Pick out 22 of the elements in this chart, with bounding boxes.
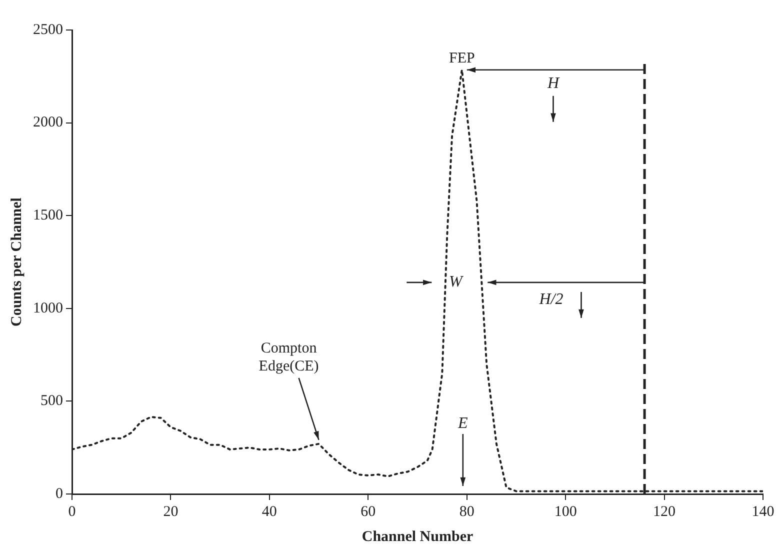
annotation: H: [546, 75, 560, 92]
annotation: W: [449, 274, 464, 291]
x-tick-label: 120: [653, 504, 676, 520]
x-tick-label: 140: [752, 504, 774, 520]
annotation: FEP: [448, 50, 475, 66]
annotation: H/2: [538, 291, 564, 308]
x-tick-label: 80: [459, 504, 474, 520]
annotation: E: [457, 415, 468, 432]
y-tick-label: 1000: [33, 300, 63, 316]
x-tick-label: 0: [68, 504, 76, 520]
y-tick-label: 2500: [33, 22, 63, 38]
y-tick-label: 500: [40, 393, 63, 410]
x-tick-label: 20: [163, 504, 178, 520]
x-tick-label: 100: [554, 504, 577, 520]
y-axis-title: Counts per Channel: [8, 198, 25, 326]
y-tick-label: 1500: [33, 208, 63, 224]
x-axis-title: Channel Number: [362, 528, 474, 545]
annotation: Compton Edge(CE): [258, 340, 319, 374]
y-tick-label: 0: [56, 486, 63, 502]
x-tick-label: 40: [262, 504, 277, 520]
x-tick-label: 60: [360, 504, 376, 520]
y-tick-label: 2000: [33, 114, 63, 131]
